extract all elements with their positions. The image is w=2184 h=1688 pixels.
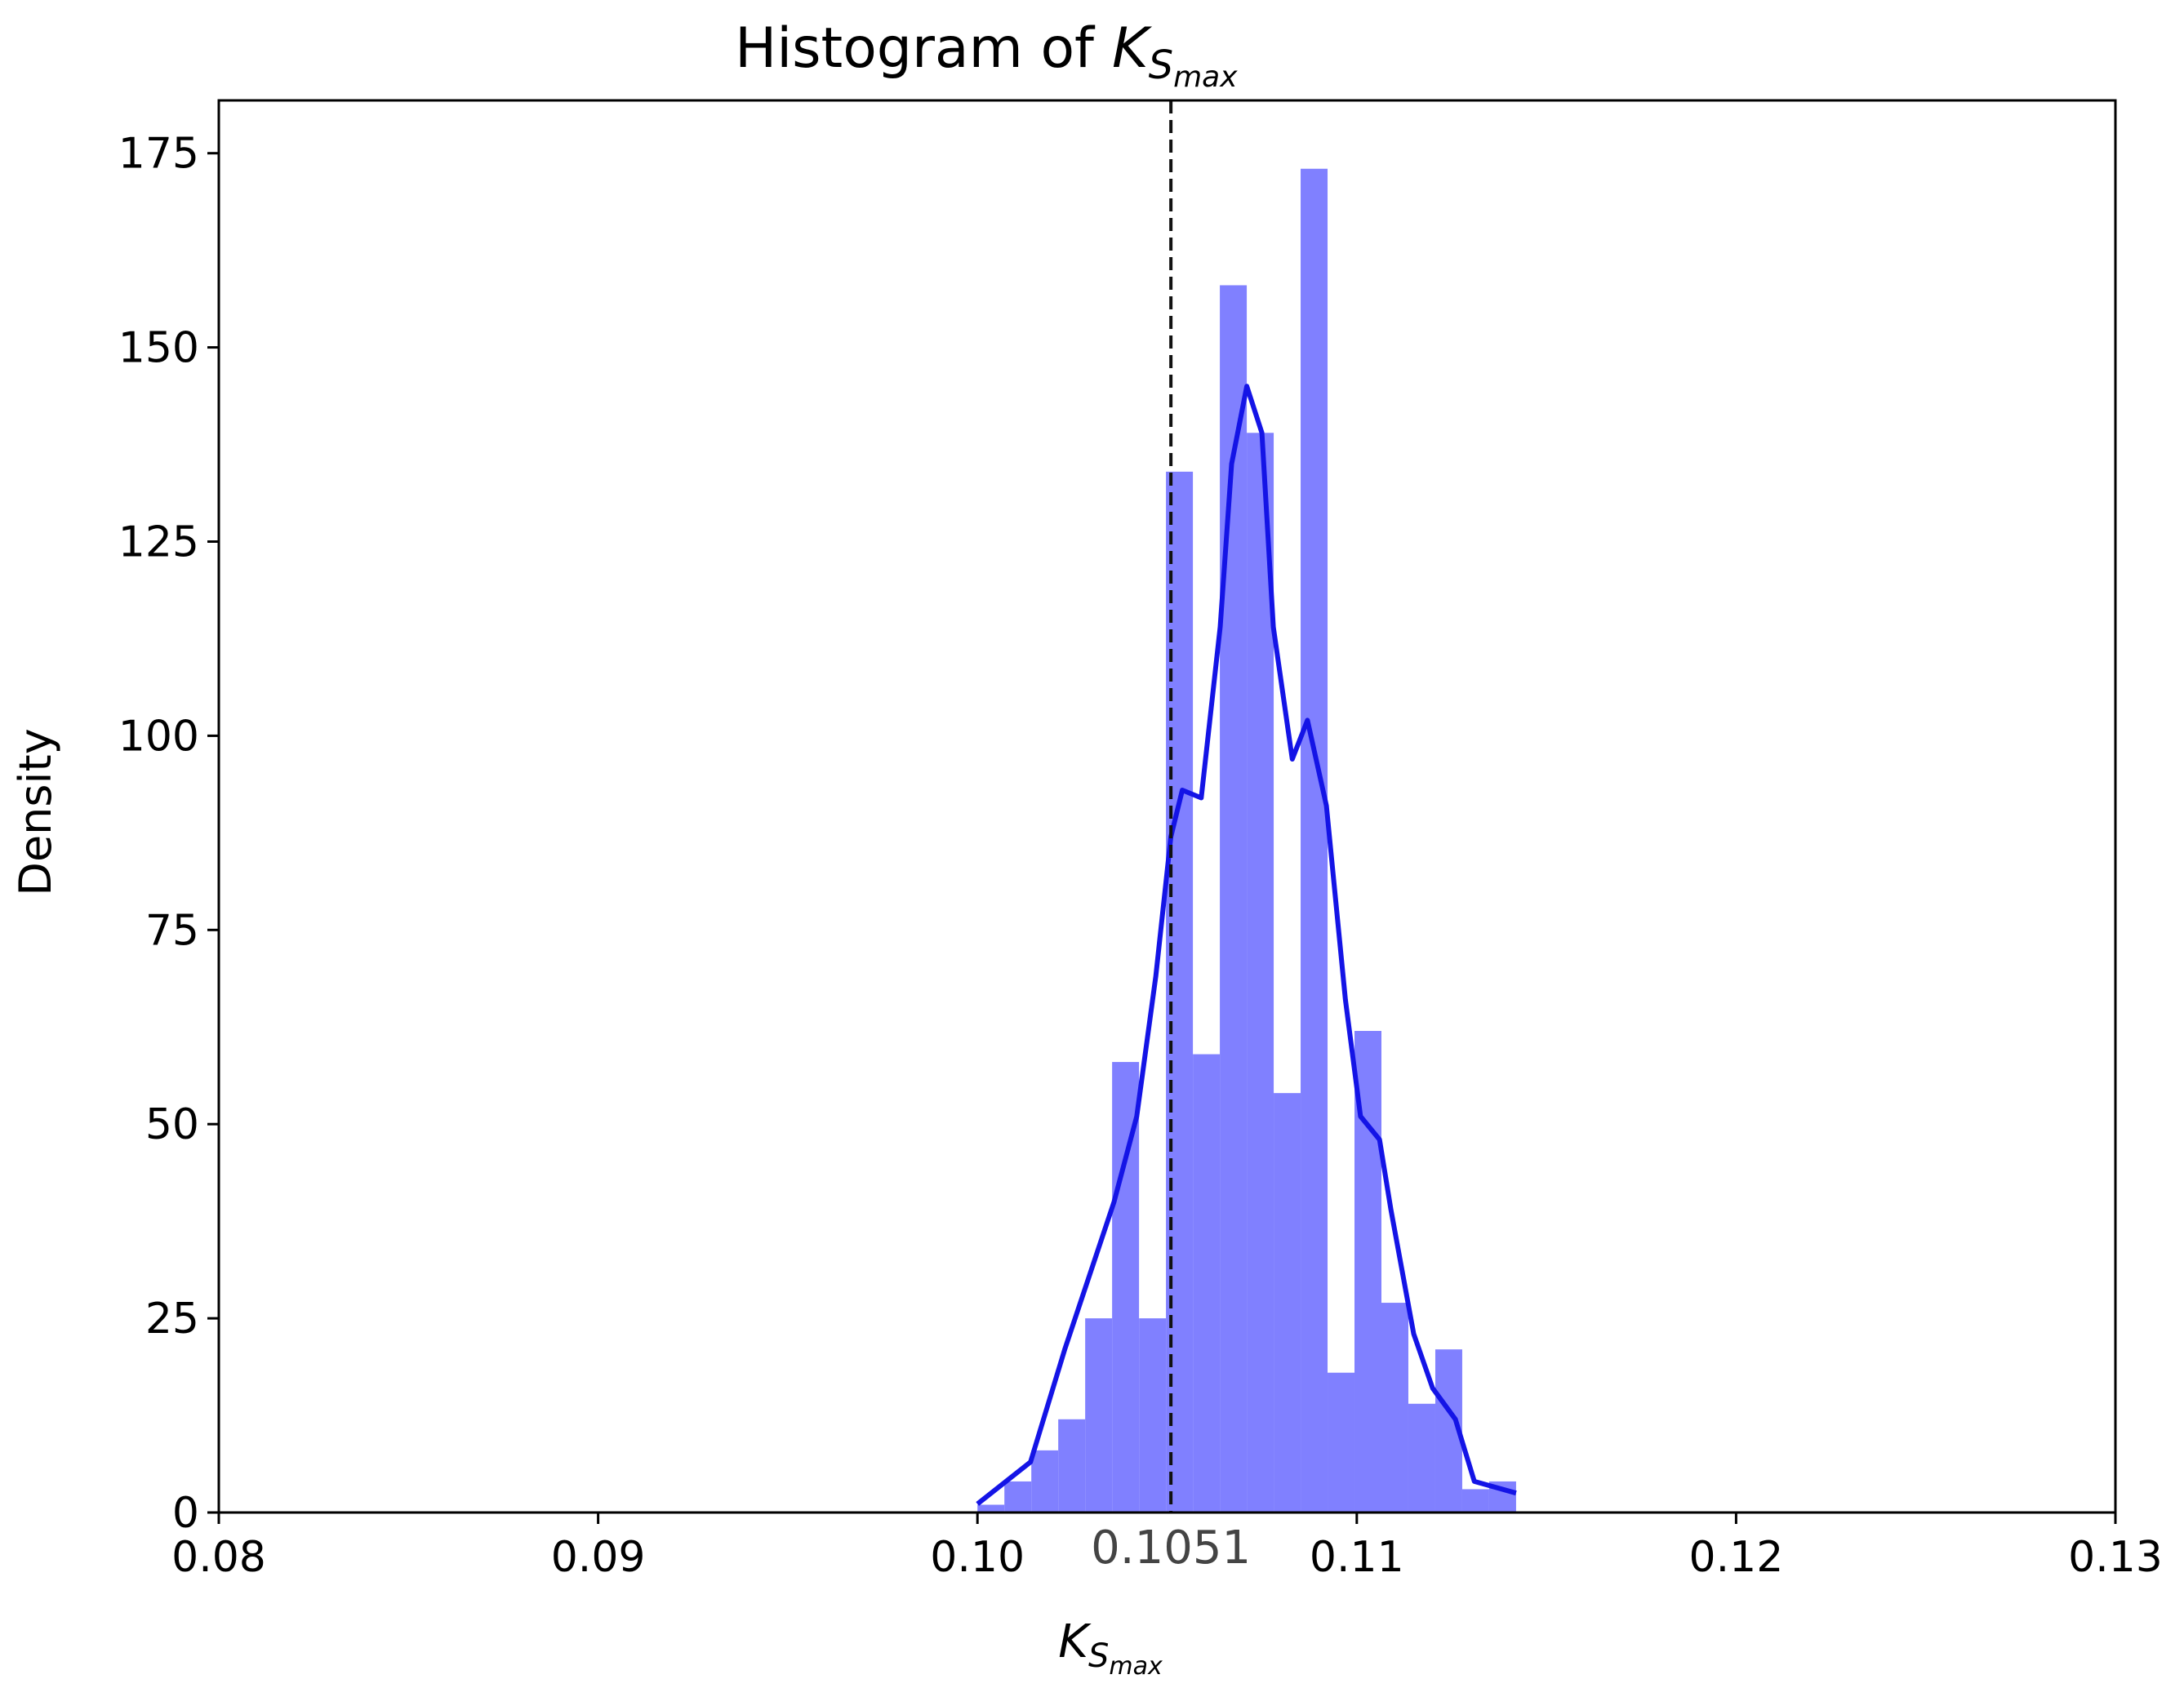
y-axis-label: Density xyxy=(10,728,61,895)
chart-title: Histogram of xyxy=(735,16,1096,81)
y-tick-label: 100 xyxy=(118,712,199,761)
bar xyxy=(977,1504,1005,1513)
bar xyxy=(1408,1403,1435,1513)
title-math-subsub: max xyxy=(1173,60,1238,94)
bar xyxy=(1220,285,1248,1513)
bar xyxy=(1085,1318,1113,1513)
y-tick-label: 125 xyxy=(118,518,199,567)
bar xyxy=(1461,1489,1489,1513)
bar xyxy=(1381,1303,1408,1513)
bar xyxy=(1193,1054,1221,1513)
x-axis-label: KSmax xyxy=(1058,1615,1163,1681)
title-math-sub: S xyxy=(1149,42,1173,88)
xlabel-math-subsub: max xyxy=(1109,1652,1163,1681)
xlabel-math-base: K xyxy=(1058,1615,1092,1668)
bar xyxy=(1247,433,1274,1513)
y-tick-label: 0 xyxy=(172,1489,199,1538)
bar xyxy=(1328,1372,1355,1513)
x-tick-label: 0.10 xyxy=(930,1533,1025,1582)
x-tick-label: 0.08 xyxy=(171,1533,266,1582)
bar xyxy=(1031,1450,1059,1513)
x-tick-label: 0.09 xyxy=(551,1533,646,1582)
y-tick-label: 175 xyxy=(118,130,199,179)
y-tick-label: 25 xyxy=(145,1295,199,1344)
chart-title-math: KSmax xyxy=(1112,16,1238,94)
y-tick-label: 75 xyxy=(145,906,199,955)
bar xyxy=(1004,1481,1032,1513)
bar xyxy=(1301,168,1328,1513)
x-tick-label: 0.13 xyxy=(2068,1533,2163,1582)
bar xyxy=(1058,1419,1086,1513)
xlabel-math-sub: S xyxy=(1088,1637,1109,1675)
reference-label: 0.1051 xyxy=(1091,1521,1251,1575)
kde-line xyxy=(976,384,1517,1506)
bar xyxy=(1274,1093,1301,1513)
x-tick-label: 0.11 xyxy=(1310,1533,1404,1582)
bar xyxy=(1139,1318,1167,1513)
x-tick-label: 0.12 xyxy=(1689,1533,1784,1582)
bar xyxy=(1112,1062,1140,1513)
title-math-base: K xyxy=(1112,16,1153,81)
y-tick-label: 50 xyxy=(145,1100,199,1149)
y-tick-label: 150 xyxy=(118,324,199,373)
plot-frame xyxy=(217,99,2117,1514)
